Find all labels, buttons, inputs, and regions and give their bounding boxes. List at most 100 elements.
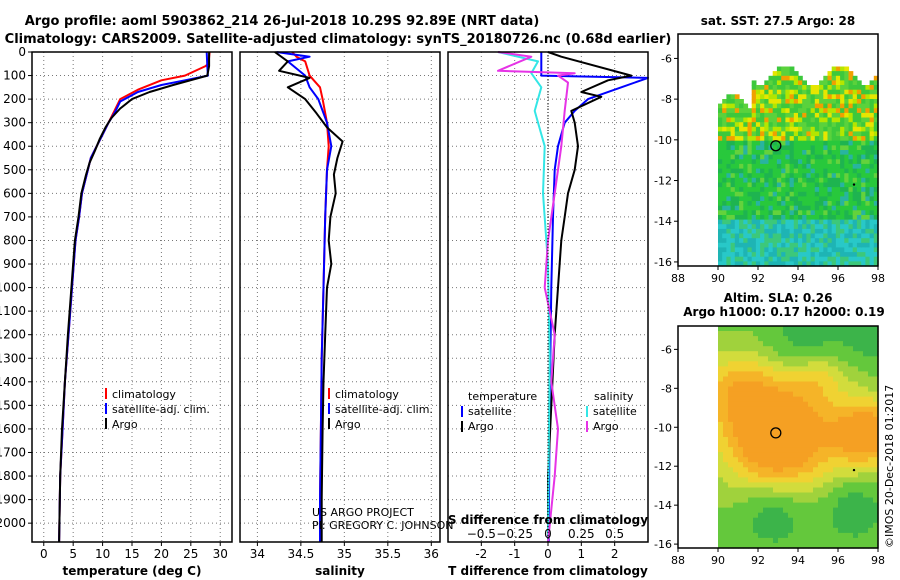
heatmap-cell — [783, 487, 789, 494]
heatmap-cell — [763, 543, 769, 549]
heatmap-cell — [838, 462, 844, 468]
heatmap-cell — [781, 242, 786, 248]
heatmap-cell — [730, 182, 736, 188]
heatmap-cell — [726, 224, 732, 230]
heatmap-cell — [772, 131, 778, 137]
heatmap-cell — [838, 366, 844, 372]
heatmap-cell — [748, 457, 754, 463]
heatmap-cell — [802, 117, 807, 123]
heatmap-cell — [728, 391, 734, 398]
heatmap-cell — [783, 437, 789, 443]
heatmap-cell — [827, 159, 833, 165]
heatmap-cell — [838, 411, 844, 418]
heatmap-cell — [803, 477, 809, 483]
heatmap-cell — [869, 261, 875, 267]
heatmap-cell — [739, 196, 744, 202]
heatmap-cell — [835, 131, 841, 137]
heatmap-cell — [873, 154, 879, 160]
heatmap-cell — [814, 122, 820, 128]
heatmap-cell — [827, 94, 833, 100]
heatmap-cell — [803, 401, 809, 408]
heatmap-cell — [843, 366, 849, 372]
heatmap-cell — [738, 537, 744, 544]
heatmap-cell — [768, 356, 774, 362]
heatmap-cell — [843, 401, 849, 408]
heatmap-cell — [718, 182, 723, 188]
heatmap-cell — [733, 356, 739, 362]
heatmap-cell — [831, 112, 837, 119]
heatmap-cell — [793, 224, 799, 230]
heatmap-cell — [733, 507, 739, 514]
heatmap-cell — [858, 537, 864, 544]
heatmap-cell — [798, 381, 804, 388]
heatmap-cell — [793, 122, 799, 128]
heatmap-cell — [831, 191, 837, 197]
heatmap-cell — [863, 482, 869, 488]
heatmap-cell — [728, 341, 734, 347]
heatmap-cell — [789, 173, 795, 179]
heatmap-cell — [783, 497, 789, 504]
heatmap-cell — [758, 336, 764, 342]
heatmap-cell — [813, 527, 819, 534]
heatmap-cell — [793, 126, 799, 132]
pi-credit: PI: GREGORY C. JOHNSON — [312, 519, 453, 532]
heatmap-cell — [788, 326, 794, 332]
heatmap-cell — [734, 210, 740, 216]
heatmap-cell — [764, 238, 770, 244]
heatmap-cell — [808, 502, 814, 509]
heatmap-cell — [793, 351, 799, 357]
heatmap-cell — [806, 233, 812, 239]
y-tick-label: -10 — [654, 134, 672, 147]
heatmap-cell — [768, 406, 774, 413]
heatmap-cell — [865, 233, 871, 239]
heatmap-cell — [818, 411, 824, 418]
heatmap-cell — [865, 150, 871, 156]
heatmap-cell — [865, 89, 871, 95]
heatmap-cell — [861, 94, 866, 100]
heatmap-cell — [768, 85, 774, 91]
heatmap-cell — [781, 89, 786, 95]
heatmap-cell — [776, 145, 782, 151]
heatmap-cell — [798, 437, 804, 443]
heatmap-cell — [853, 537, 859, 544]
heatmap-cell — [743, 477, 749, 483]
heatmap-cell — [863, 477, 869, 483]
heatmap-cell — [831, 94, 837, 100]
heatmap-cell — [803, 346, 809, 352]
x-tick-label: 92 — [751, 272, 765, 285]
heatmap-cell — [840, 252, 845, 258]
heatmap-cell — [772, 150, 778, 156]
heatmap-cell — [853, 336, 859, 342]
heatmap-cell — [793, 228, 799, 235]
heatmap-cell — [728, 472, 734, 478]
heatmap-cell — [753, 517, 759, 524]
heatmap-cell — [848, 517, 854, 524]
heatmap-cell — [803, 386, 809, 393]
heatmap-cell — [873, 386, 879, 393]
heatmap-cell — [831, 168, 837, 174]
heatmap-cell — [738, 512, 744, 519]
heatmap-cell — [823, 537, 829, 544]
heatmap-cell — [868, 457, 874, 463]
heatmap-cell — [788, 346, 794, 352]
heatmap-cell — [755, 99, 761, 105]
heatmap-cell — [808, 507, 814, 514]
heatmap-cell — [739, 238, 744, 244]
heatmap-cell — [818, 366, 824, 372]
heatmap-cell — [793, 432, 799, 438]
heatmap-cell — [818, 421, 824, 428]
heatmap-cell — [753, 371, 759, 377]
heatmap-cell — [856, 99, 862, 105]
heatmap-cell — [751, 117, 757, 123]
heatmap-cell — [835, 163, 841, 170]
heatmap-cell — [730, 168, 736, 174]
heatmap-cell — [823, 527, 829, 534]
heatmap-cell — [723, 452, 729, 458]
heatmap-cell — [831, 131, 837, 137]
heatmap-cell — [722, 261, 727, 267]
heatmap-cell — [828, 447, 834, 453]
heatmap-cell — [833, 532, 839, 539]
heatmap-cell — [802, 242, 807, 248]
heatmap-cell — [734, 131, 740, 137]
heatmap-cell — [751, 219, 757, 225]
